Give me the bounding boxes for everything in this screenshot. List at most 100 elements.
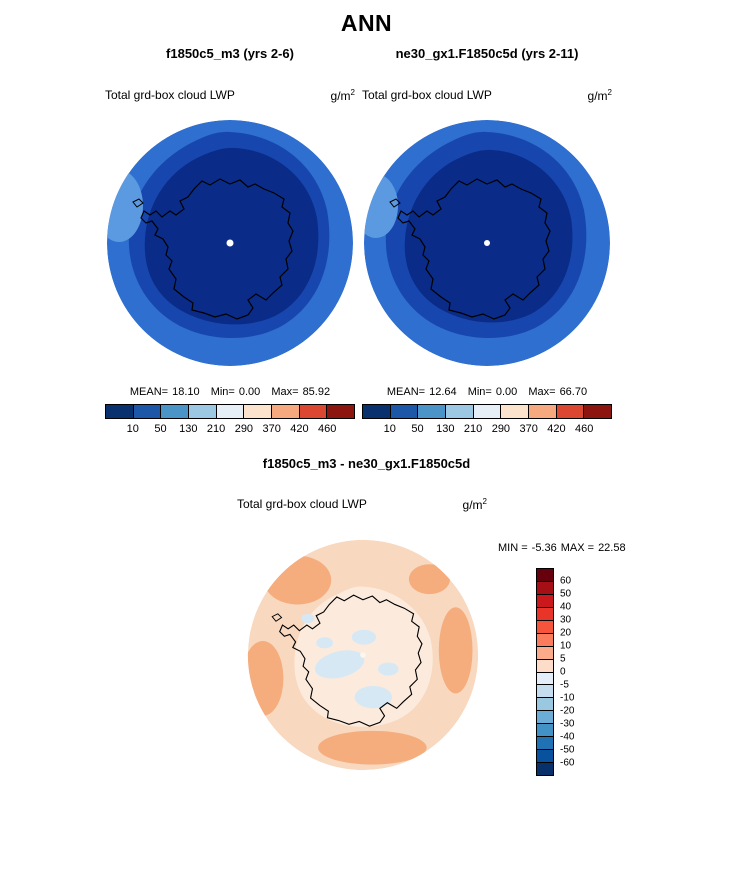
colorbar-left-ticks: 10 50 130 210 290 370 420 460 (105, 423, 355, 436)
colorbar-segment (537, 633, 553, 647)
colorbar-segment (584, 405, 612, 418)
colorbar-tick-label: 290 (491, 423, 511, 435)
pole-dot (484, 240, 490, 246)
colorbar-tick-label: 130 (179, 423, 198, 435)
colorbar-diff (536, 568, 554, 776)
colorbar-segment (537, 594, 553, 608)
panel-right-title-row: Total grd-box cloud LWP g/m2 (362, 88, 612, 103)
colorbar-right-ticks: 10 50 130 210 290 370 420 460 (362, 423, 612, 436)
mean-value: 12.64 (429, 386, 457, 398)
map-diff-warm-patch (438, 607, 473, 694)
units-label: g/m2 (587, 88, 612, 103)
colorbar-segment (529, 405, 557, 418)
map-diff-cool-patch (316, 637, 334, 649)
colorbar-tick-label: 370 (262, 423, 281, 435)
field-title: Total grd-box cloud LWP (105, 88, 235, 102)
colorbar-tick-label: 10 (126, 423, 139, 435)
colorbar-segment (537, 672, 553, 686)
colorbar-segment (418, 405, 447, 418)
max-label: MAX = (560, 542, 595, 554)
max-label: Max= (528, 386, 556, 398)
map-diff-cool-patch (354, 685, 393, 709)
colorbar-segment (537, 711, 553, 725)
map-diff-warm-patch (408, 564, 451, 595)
colorbar-segment (556, 405, 585, 418)
colorbar-segment (363, 405, 391, 418)
island-outline (389, 198, 401, 208)
colorbar-tick-label: 30 (560, 614, 572, 626)
colorbar-segment (537, 750, 553, 764)
island-outline (132, 198, 144, 208)
map-diff-cool-patch (314, 650, 365, 679)
colorbar-tick-label: -60 (560, 757, 575, 769)
antarctica-coastline (279, 594, 423, 727)
colorbar-tick-label: -5 (560, 679, 569, 691)
units-label: g/m2 (330, 88, 355, 103)
colorbar-segment (537, 698, 553, 712)
colorbar-tick-label: 210 (206, 423, 226, 435)
map-diff (247, 539, 479, 771)
island-outline (271, 613, 283, 622)
diff-minmax: MIN = -5.36 MAX = 22.58 (498, 542, 630, 554)
mean-label: MEAN= (386, 386, 426, 398)
colorbar-tick-label: 50 (560, 588, 572, 600)
colorbar-segment (537, 569, 553, 582)
colorbar-segment (244, 405, 273, 418)
colorbar-tick-label: 370 (519, 423, 538, 435)
colorbar-segment (133, 405, 162, 418)
colorbar-segment (272, 405, 300, 418)
panel-left-header: f1850c5_m3 (yrs 2-6) (166, 46, 294, 61)
map-right (364, 120, 610, 366)
page-title: ANN (340, 10, 393, 36)
map-diff-warm-patch (263, 555, 332, 605)
min-label: Min= (210, 386, 235, 398)
colorbar-segment (106, 405, 134, 418)
colorbar-segment (537, 724, 553, 738)
colorbar-tick-label: -50 (560, 744, 575, 756)
map-left (107, 120, 353, 366)
colorbar-tick-label: 130 (436, 423, 455, 435)
map-diff-cool-patch (351, 629, 377, 645)
colorbar-segment (537, 685, 553, 699)
colorbar-tick-label: 420 (290, 423, 309, 435)
min-value: -5.36 (531, 542, 557, 554)
max-value: 66.70 (559, 386, 588, 398)
field-title: Total grd-box cloud LWP (362, 88, 492, 102)
colorbar-segment (299, 405, 328, 418)
map-diff-warm-patch (318, 730, 427, 765)
colorbar-segment (537, 620, 553, 634)
colorbar-tick-label: 20 (560, 627, 572, 639)
antarctica-coastline (397, 178, 551, 320)
panel-right-header: ne30_gx1.F1850c5d (yrs 2-11) (395, 46, 579, 61)
colorbar-tick-label: 60 (560, 575, 572, 587)
colorbar-tick-label: -10 (560, 692, 575, 704)
colorbar-tick-label: 460 (318, 423, 337, 435)
colorbar-segment (189, 405, 217, 418)
colorbar-segment (537, 646, 553, 660)
diff-panel-header: f1850c5_m3 - ne30_gx1.F1850c5d (262, 456, 471, 471)
min-label: MIN = (498, 542, 528, 554)
max-value: 22.58 (598, 542, 626, 554)
colorbar-tick-label: 40 (560, 601, 572, 613)
min-value: 0.00 (495, 386, 518, 398)
stats-right: MEAN= 12.64 Min= 0.00 Max= 66.70 (362, 386, 612, 398)
colorbar-tick-label: 10 (560, 640, 572, 652)
panel-diff-title-row: Total grd-box cloud LWP g/m2 (237, 497, 487, 512)
colorbar-tick-label: 50 (154, 423, 167, 435)
colorbar-tick-label: 460 (575, 423, 594, 435)
map-diff-cool-patch (377, 662, 399, 676)
max-value: 85.92 (302, 386, 331, 398)
colorbar-tick-label: 210 (463, 423, 483, 435)
colorbar-tick-label: -30 (560, 718, 575, 730)
colorbar-right (362, 404, 612, 419)
colorbar-tick-label: 10 (383, 423, 396, 435)
colorbar-tick-label: 0 (560, 666, 566, 678)
max-label: Max= (271, 386, 299, 398)
mean-value: 18.10 (172, 386, 200, 398)
colorbar-segment (390, 405, 419, 418)
colorbar-tick-label: 50 (411, 423, 424, 435)
colorbar-segment (537, 737, 553, 751)
colorbar-left (105, 404, 355, 419)
colorbar-segment (216, 405, 245, 418)
